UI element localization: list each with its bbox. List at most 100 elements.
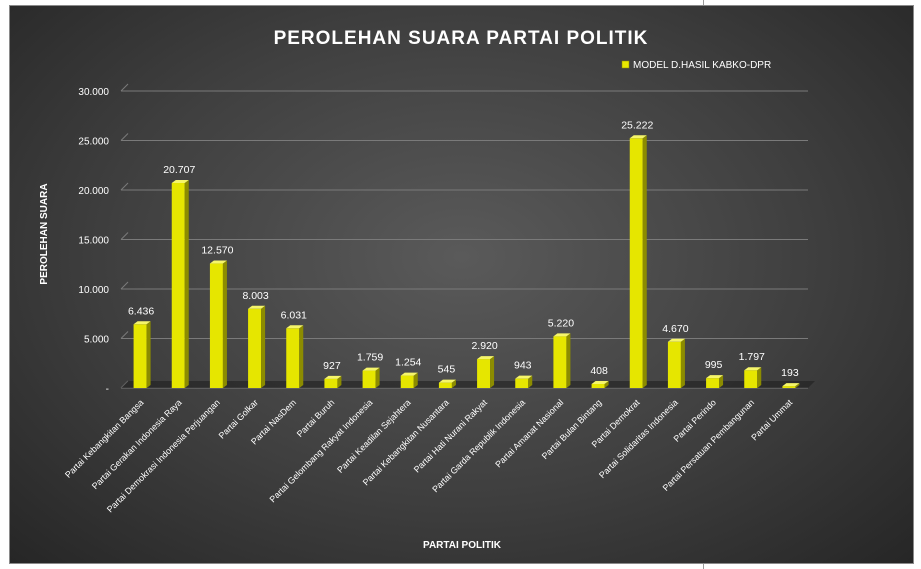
bar-front	[286, 328, 300, 388]
bar	[248, 305, 266, 388]
bar-top	[324, 375, 342, 379]
x-tick-label: Partai Amanat Nasional	[493, 397, 565, 469]
data-label: 545	[438, 364, 456, 376]
bar-front	[362, 370, 376, 388]
bar	[667, 338, 685, 388]
bar-side	[413, 372, 418, 388]
bar-front	[706, 378, 720, 388]
y-tick-label: 20.000	[78, 186, 109, 197]
bars	[133, 135, 800, 388]
bar-front	[629, 138, 643, 388]
data-label: 25.222	[621, 119, 653, 131]
bar-side	[566, 333, 571, 388]
bar-front	[667, 341, 681, 388]
bar-top	[248, 305, 266, 309]
bar	[286, 325, 304, 388]
bar-front	[133, 324, 147, 388]
y-tick-label: 5.000	[84, 335, 109, 346]
data-label: 1.254	[395, 357, 421, 369]
bar-front	[438, 382, 452, 388]
bar-top	[286, 325, 304, 329]
bar-front	[248, 308, 262, 388]
bar	[438, 379, 456, 388]
data-label: 943	[514, 360, 532, 372]
bar-front	[324, 378, 338, 388]
data-label: 5.220	[548, 317, 574, 329]
gridline-depth-4	[120, 182, 129, 191]
x-tick-label: Partai Solidaritas Indonesia	[597, 397, 680, 480]
bar	[171, 180, 189, 388]
y-tick-label: 10.000	[78, 285, 109, 296]
bar-top	[515, 375, 533, 379]
bar-side	[719, 375, 724, 388]
y-axis-ticks: - 5.000 10.000 15.000 20.000 25.000 30.000	[78, 87, 109, 395]
bar-top	[209, 260, 227, 264]
gridline-depth-5	[120, 133, 129, 141]
bar	[782, 383, 800, 388]
data-label: 1.759	[357, 352, 383, 364]
bar-top	[553, 333, 571, 337]
gridline-depth-3	[120, 232, 129, 240]
bar-side	[222, 260, 227, 388]
y-axis-title: PEROLEHAN SUARA	[39, 183, 50, 284]
y-tick-label: 25.000	[78, 137, 109, 148]
bar-front	[744, 370, 758, 388]
chart-title: PEROLEHAN SUARA PARTAI POLITIK	[274, 28, 649, 49]
gridline-depth-2	[120, 281, 129, 290]
bar-front	[477, 359, 491, 388]
bar	[591, 380, 609, 388]
y-tick-label: 30.000	[78, 87, 109, 98]
bar-side	[375, 367, 380, 388]
data-label: 995	[705, 359, 723, 371]
data-labels: 6.436 20.707 12.570 8.003 6.031 927 1.759 1.254…	[128, 119, 799, 379]
bar-side	[490, 356, 495, 388]
chart-area: - 5.000 10.000 15.000 20.000 25.000 30.000 6.4…	[9, 5, 914, 564]
data-label: 6.031	[281, 309, 307, 321]
bar-top	[782, 383, 800, 387]
data-label: 193	[781, 367, 799, 379]
bar-side	[642, 135, 647, 388]
x-tick-label: Partai Hati Nurani Rakyat	[412, 397, 490, 475]
bar-top	[591, 380, 609, 384]
bar-top	[744, 367, 762, 371]
gridline-depth-1	[120, 331, 129, 339]
bar	[629, 135, 647, 388]
legend-swatch	[621, 60, 630, 69]
x-tick-label: Partai Kebangkitan Bangsa	[63, 397, 146, 480]
bar-side	[146, 321, 151, 388]
bar-front	[553, 336, 567, 388]
x-tick-label: Partai Buruh	[295, 397, 337, 439]
x-axis-title: PARTAI POLITIK	[423, 540, 502, 551]
bar-top	[477, 356, 495, 360]
bar	[553, 333, 571, 388]
bar-side	[757, 367, 762, 388]
bar	[209, 260, 227, 388]
data-label: 20.707	[163, 164, 195, 176]
data-label: 4.670	[662, 323, 688, 335]
bar-top	[400, 372, 418, 376]
bar-top	[362, 367, 380, 371]
bar-side	[795, 383, 800, 388]
bar	[515, 375, 533, 388]
bar-top	[133, 321, 151, 325]
bar-side	[261, 305, 266, 388]
legend-label: MODEL D.HASIL KABKO-DPR	[633, 60, 771, 71]
bar-top	[438, 379, 456, 383]
bar-top	[171, 180, 189, 184]
bar-front	[782, 386, 796, 388]
bar-front	[515, 378, 529, 388]
frame-edge-line-top	[703, 0, 704, 6]
frame-edge-line-bottom	[703, 562, 704, 569]
bar-side	[299, 325, 304, 388]
bar-side	[604, 380, 609, 388]
data-label: 8.003	[242, 290, 268, 302]
bar-side	[680, 338, 685, 388]
x-tick-label: Partai Ummat	[749, 397, 794, 442]
y-tick-label: -	[106, 384, 109, 395]
bar	[400, 372, 418, 388]
data-label: 1.797	[739, 351, 765, 363]
bar	[477, 356, 495, 388]
y-tick-label: 15.000	[78, 236, 109, 247]
x-tick-label: Partai Keadilan Sejahtera	[335, 397, 413, 475]
